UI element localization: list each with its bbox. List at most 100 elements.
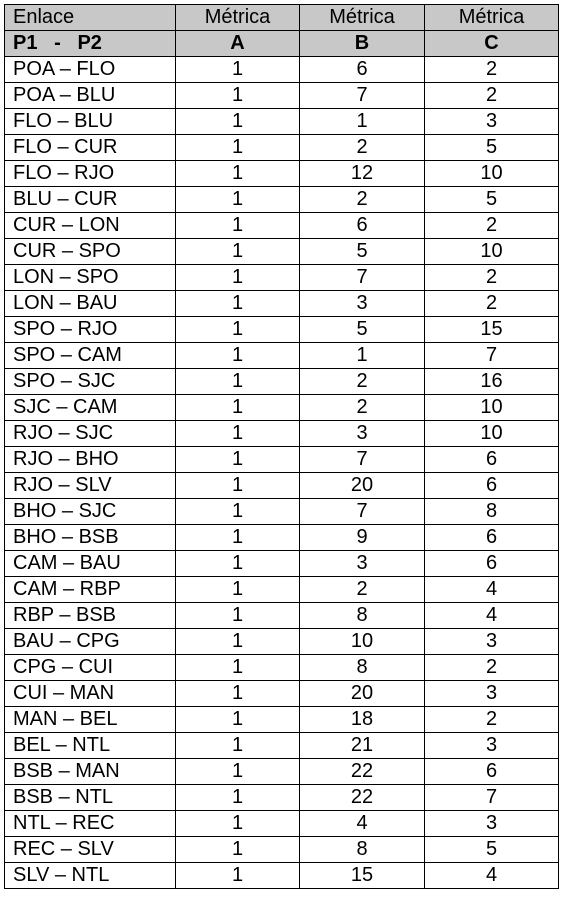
metric-c-cell: 6 bbox=[424, 550, 559, 577]
header-row-keys: P1 - P2 A B C bbox=[4, 30, 559, 57]
metric-c-cell: 2 bbox=[424, 264, 559, 291]
link-cell: BAU – CPG bbox=[4, 628, 176, 655]
metric-a-cell: 1 bbox=[175, 628, 300, 655]
header-c-key: C bbox=[424, 30, 559, 57]
table-row: RJO – BHO 1 7 6 bbox=[4, 446, 559, 473]
metric-b-cell: 1 bbox=[299, 342, 425, 369]
link-cell: BLU – CUR bbox=[4, 186, 176, 213]
metric-a-cell: 1 bbox=[175, 264, 300, 291]
metric-a-cell: 1 bbox=[175, 550, 300, 577]
header-metric-b-label: Métrica bbox=[299, 4, 425, 31]
link-cell: CUR – SPO bbox=[4, 238, 176, 265]
table-row: BLU – CUR 1 2 5 bbox=[4, 186, 559, 213]
metric-a-cell: 1 bbox=[175, 680, 300, 707]
metric-a-cell: 1 bbox=[175, 238, 300, 265]
table-row: SPO – SJC 1 2 16 bbox=[4, 368, 559, 395]
metric-b-cell: 8 bbox=[299, 602, 425, 629]
table-row: CUR – SPO 1 5 10 bbox=[4, 238, 559, 265]
metric-c-cell: 10 bbox=[424, 394, 559, 421]
metric-a-cell: 1 bbox=[175, 316, 300, 343]
metric-c-cell: 10 bbox=[424, 238, 559, 265]
metric-b-cell: 5 bbox=[299, 238, 425, 265]
table-row: BSB – MAN 1 22 6 bbox=[4, 758, 559, 785]
metric-b-cell: 7 bbox=[299, 82, 425, 109]
metric-a-cell: 1 bbox=[175, 446, 300, 473]
metric-b-cell: 3 bbox=[299, 550, 425, 577]
link-cell: REC – SLV bbox=[4, 836, 176, 863]
metric-c-cell: 4 bbox=[424, 862, 559, 889]
metric-b-cell: 6 bbox=[299, 212, 425, 239]
link-cell: CUR – LON bbox=[4, 212, 176, 239]
metric-b-cell: 2 bbox=[299, 186, 425, 213]
link-cell: BEL – NTL bbox=[4, 732, 176, 759]
link-cell: BSB – NTL bbox=[4, 784, 176, 811]
metric-b-cell: 20 bbox=[299, 680, 425, 707]
table-row: RJO – SJC 1 3 10 bbox=[4, 420, 559, 447]
link-cell: SPO – SJC bbox=[4, 368, 176, 395]
metric-c-cell: 6 bbox=[424, 472, 559, 499]
link-cell: BHO – SJC bbox=[4, 498, 176, 525]
table-row: REC – SLV 1 8 5 bbox=[4, 836, 559, 863]
metric-a-cell: 1 bbox=[175, 810, 300, 837]
metric-b-cell: 7 bbox=[299, 264, 425, 291]
metric-a-cell: 1 bbox=[175, 732, 300, 759]
metric-a-cell: 1 bbox=[175, 602, 300, 629]
link-cell: FLO – CUR bbox=[4, 134, 176, 161]
metric-b-cell: 7 bbox=[299, 498, 425, 525]
header-b-key: B bbox=[299, 30, 425, 57]
link-cell: FLO – RJO bbox=[4, 160, 176, 187]
metric-c-cell: 3 bbox=[424, 628, 559, 655]
metric-c-cell: 4 bbox=[424, 576, 559, 603]
table-row: MAN – BEL 1 18 2 bbox=[4, 706, 559, 733]
metric-a-cell: 1 bbox=[175, 420, 300, 447]
metric-c-cell: 3 bbox=[424, 680, 559, 707]
metric-a-cell: 1 bbox=[175, 836, 300, 863]
metric-c-cell: 7 bbox=[424, 784, 559, 811]
metric-b-cell: 2 bbox=[299, 576, 425, 603]
metric-a-cell: 1 bbox=[175, 134, 300, 161]
table-row: RBP – BSB 1 8 4 bbox=[4, 602, 559, 629]
metric-b-cell: 7 bbox=[299, 446, 425, 473]
metric-a-cell: 1 bbox=[175, 108, 300, 135]
link-cell: SPO – RJO bbox=[4, 316, 176, 343]
metric-b-cell: 2 bbox=[299, 368, 425, 395]
header-a-key: A bbox=[175, 30, 300, 57]
metric-b-cell: 15 bbox=[299, 862, 425, 889]
metric-a-cell: 1 bbox=[175, 342, 300, 369]
metric-a-cell: 1 bbox=[175, 472, 300, 499]
metric-a-cell: 1 bbox=[175, 290, 300, 317]
metric-b-cell: 4 bbox=[299, 810, 425, 837]
metric-b-cell: 22 bbox=[299, 784, 425, 811]
table-row: BEL – NTL 1 21 3 bbox=[4, 732, 559, 759]
table-row: BHO – SJC 1 7 8 bbox=[4, 498, 559, 525]
metric-c-cell: 6 bbox=[424, 758, 559, 785]
link-cell: RBP – BSB bbox=[4, 602, 176, 629]
table-row: BHO – BSB 1 9 6 bbox=[4, 524, 559, 551]
metric-c-cell: 16 bbox=[424, 368, 559, 395]
link-cell: FLO – BLU bbox=[4, 108, 176, 135]
metrics-table-body: Enlace Métrica Métrica Métrica P1 - P2 A… bbox=[4, 4, 559, 889]
table-row: LON – BAU 1 3 2 bbox=[4, 290, 559, 317]
table-row: POA – FLO 1 6 2 bbox=[4, 56, 559, 83]
metric-b-cell: 10 bbox=[299, 628, 425, 655]
metric-c-cell: 2 bbox=[424, 654, 559, 681]
metric-b-cell: 6 bbox=[299, 56, 425, 83]
metric-c-cell: 3 bbox=[424, 732, 559, 759]
metric-b-cell: 12 bbox=[299, 160, 425, 187]
metric-b-cell: 8 bbox=[299, 654, 425, 681]
table-row: CUI – MAN 1 20 3 bbox=[4, 680, 559, 707]
link-cell: RJO – BHO bbox=[4, 446, 176, 473]
header-row-titles: Enlace Métrica Métrica Métrica bbox=[4, 4, 559, 31]
table-row: NTL – REC 1 4 3 bbox=[4, 810, 559, 837]
metric-b-cell: 2 bbox=[299, 394, 425, 421]
metric-c-cell: 4 bbox=[424, 602, 559, 629]
table-row: FLO – BLU 1 1 3 bbox=[4, 108, 559, 135]
metric-a-cell: 1 bbox=[175, 212, 300, 239]
metric-c-cell: 5 bbox=[424, 836, 559, 863]
metric-c-cell: 6 bbox=[424, 446, 559, 473]
table-row: CUR – LON 1 6 2 bbox=[4, 212, 559, 239]
metric-b-cell: 3 bbox=[299, 420, 425, 447]
link-cell: CAM – BAU bbox=[4, 550, 176, 577]
link-cell: LON – BAU bbox=[4, 290, 176, 317]
